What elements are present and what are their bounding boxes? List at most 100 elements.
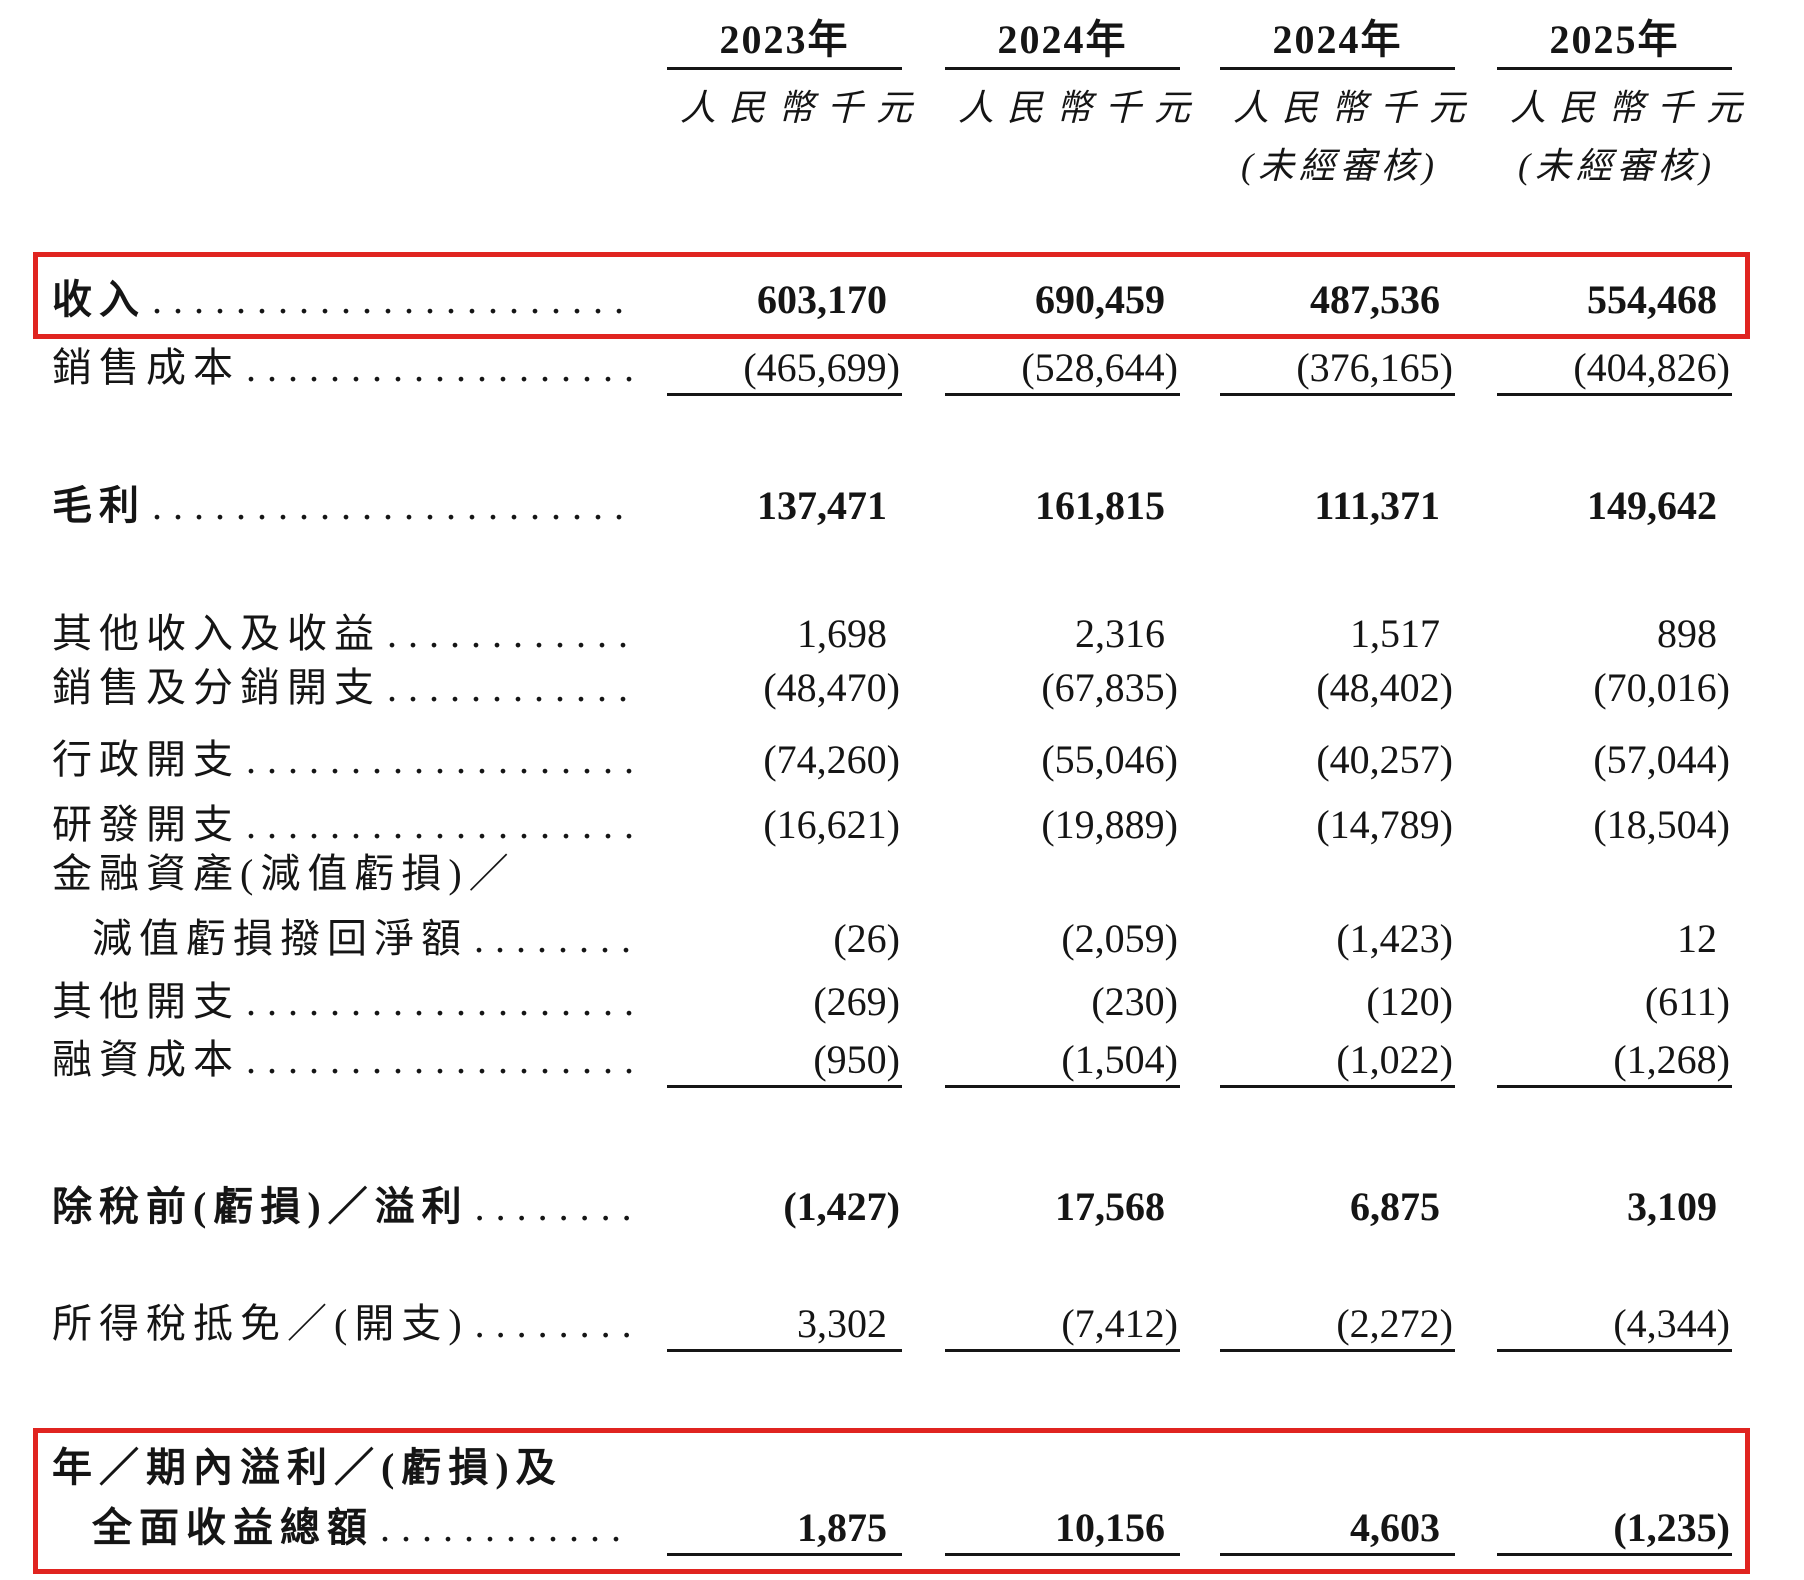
- cell-value: (40,257): [1316, 737, 1453, 782]
- cell-value: (230): [1091, 979, 1178, 1024]
- cell-value: 12: [1677, 916, 1717, 961]
- table-row-other-income: 其他收入及收益 1,698 2,316 1,517 898: [0, 610, 1804, 658]
- cell-value: (2,059): [1061, 916, 1178, 961]
- cell-value: 137,471: [757, 483, 887, 528]
- cell-value: 3,109: [1627, 1184, 1717, 1229]
- table-row-cost-of-sales: 銷售成本 (465,699) (528,644) (376,165) (404,…: [0, 344, 1804, 396]
- dot-leader: [381, 664, 634, 712]
- year-label: 2023年: [667, 16, 902, 70]
- row-label: 銷售成本: [52, 344, 634, 392]
- row-label: 其他開支: [52, 978, 634, 1026]
- cell-value: (120): [1366, 979, 1453, 1024]
- column-header-2023: 2023年 人民幣千元: [667, 16, 926, 129]
- row-label: 所得稅抵免／(開支): [52, 1300, 634, 1348]
- currency-unit-label: 人民幣千元: [680, 88, 926, 128]
- currency-unit-label: 人民幣千元: [1233, 88, 1479, 128]
- dot-leader: [240, 801, 634, 849]
- cell-value: (18,504): [1593, 802, 1730, 847]
- row-label: 全面收益總額: [92, 1504, 634, 1552]
- cell-value: (1,235): [1497, 1504, 1732, 1556]
- column-header-2024: 2024年 人民幣千元: [945, 16, 1204, 129]
- row-label: 收入: [52, 276, 634, 324]
- row-label: 金融資產(減值虧損)／: [52, 851, 516, 896]
- cell-value: 554,468: [1587, 277, 1717, 322]
- unaudited-note: (未經審核): [1518, 146, 1716, 186]
- cell-value: 17,568: [1055, 1184, 1165, 1229]
- table-row-impairment-reversal-net: 減值虧損撥回淨額 (26) (2,059) (1,423) 12: [0, 915, 1804, 963]
- cell-value: (48,470): [763, 665, 900, 710]
- cell-value: (2,272): [1220, 1300, 1455, 1352]
- cell-value: 2,316: [1075, 611, 1165, 656]
- cell-value: (611): [1644, 979, 1730, 1024]
- table-row-other-expenses: 其他開支 (269) (230) (120) (611): [0, 978, 1804, 1026]
- unaudited-note: (未經審核): [1241, 146, 1439, 186]
- cell-value: (48,402): [1316, 665, 1453, 710]
- cell-value: 1,517: [1350, 611, 1440, 656]
- cell-value: (70,016): [1593, 665, 1730, 710]
- row-label: 行政開支: [52, 736, 634, 784]
- cell-value: (1,504): [945, 1036, 1180, 1088]
- table-row-financial-assets-impairment-line1: 金融資產(減值虧損)／: [0, 850, 1804, 898]
- row-label: 研發開支: [52, 801, 634, 849]
- row-label: 年／期內溢利／(虧損)及: [52, 1445, 563, 1490]
- row-label: 其他收入及收益: [52, 610, 634, 658]
- cell-value: (67,835): [1041, 665, 1178, 710]
- cell-value: 1,875: [667, 1504, 902, 1556]
- table-row-total-comprehensive-line2: 全面收益總額 1,875 10,156 4,603 (1,235): [0, 1504, 1804, 1556]
- cell-value: 3,302: [667, 1300, 902, 1352]
- dot-leader: [146, 276, 634, 324]
- dot-leader: [469, 1300, 634, 1348]
- currency-unit-label: 人民幣千元: [1510, 88, 1756, 128]
- cell-value: (404,826): [1497, 344, 1732, 396]
- cell-value: (74,260): [763, 737, 900, 782]
- row-label: 融資成本: [52, 1036, 634, 1084]
- cell-value: 111,371: [1314, 483, 1440, 528]
- dot-leader: [374, 1504, 634, 1552]
- dot-leader: [381, 610, 634, 658]
- table-row-profit-before-tax: 除稅前(虧損)／溢利 (1,427) 17,568 6,875 3,109: [0, 1183, 1804, 1231]
- cell-value: 149,642: [1587, 483, 1717, 528]
- dot-leader: [468, 915, 634, 963]
- year-label: 2025年: [1497, 16, 1732, 70]
- table-row-revenue: 收入 603,170 690,459 487,536 554,468: [0, 276, 1804, 324]
- cell-value: (4,344): [1497, 1300, 1732, 1352]
- cell-value: (1,268): [1497, 1036, 1732, 1088]
- cell-value: (16,621): [763, 802, 900, 847]
- column-header-2024-unaudited: 2024年 人民幣千元 (未經審核): [1220, 16, 1479, 187]
- cell-value: (528,644): [945, 344, 1180, 396]
- cell-value: (26): [833, 916, 900, 961]
- cell-value: (7,412): [945, 1300, 1180, 1352]
- cell-value: 4,603: [1220, 1504, 1455, 1556]
- cell-value: (269): [813, 979, 900, 1024]
- dot-leader: [240, 344, 634, 392]
- dot-leader: [240, 736, 634, 784]
- table-row-income-tax: 所得稅抵免／(開支) 3,302 (7,412) (2,272) (4,344): [0, 1300, 1804, 1352]
- cell-value: (19,889): [1041, 802, 1178, 847]
- cell-value: (950): [667, 1036, 902, 1088]
- cell-value: (1,427): [783, 1184, 900, 1229]
- cell-value: (55,046): [1041, 737, 1178, 782]
- dot-leader: [146, 482, 634, 530]
- cell-value: 603,170: [757, 277, 887, 322]
- currency-unit-label: 人民幣千元: [958, 88, 1204, 128]
- cell-value: (14,789): [1316, 802, 1453, 847]
- dot-leader: [240, 1036, 634, 1084]
- cell-value: (376,165): [1220, 344, 1455, 396]
- table-row-selling-distribution-expenses: 銷售及分銷開支 (48,470) (67,835) (48,402) (70,0…: [0, 664, 1804, 712]
- dot-leader: [469, 1183, 634, 1231]
- cell-value: 6,875: [1350, 1184, 1440, 1229]
- cell-value: (1,022): [1220, 1036, 1455, 1088]
- dot-leader: [240, 978, 634, 1026]
- cell-value: 487,536: [1310, 277, 1440, 322]
- table-row-rd-expenses: 研發開支 (16,621) (19,889) (14,789) (18,504): [0, 801, 1804, 849]
- cell-value: 1,698: [797, 611, 887, 656]
- cell-value: 10,156: [945, 1504, 1180, 1556]
- cell-value: (465,699): [667, 344, 902, 396]
- row-label: 銷售及分銷開支: [52, 664, 634, 712]
- cell-value: 898: [1657, 611, 1717, 656]
- row-label: 減值虧損撥回淨額: [92, 915, 634, 963]
- row-label: 毛利: [52, 482, 634, 530]
- cell-value: 690,459: [1035, 277, 1165, 322]
- cell-value: 161,815: [1035, 483, 1165, 528]
- cell-value: (1,423): [1336, 916, 1453, 961]
